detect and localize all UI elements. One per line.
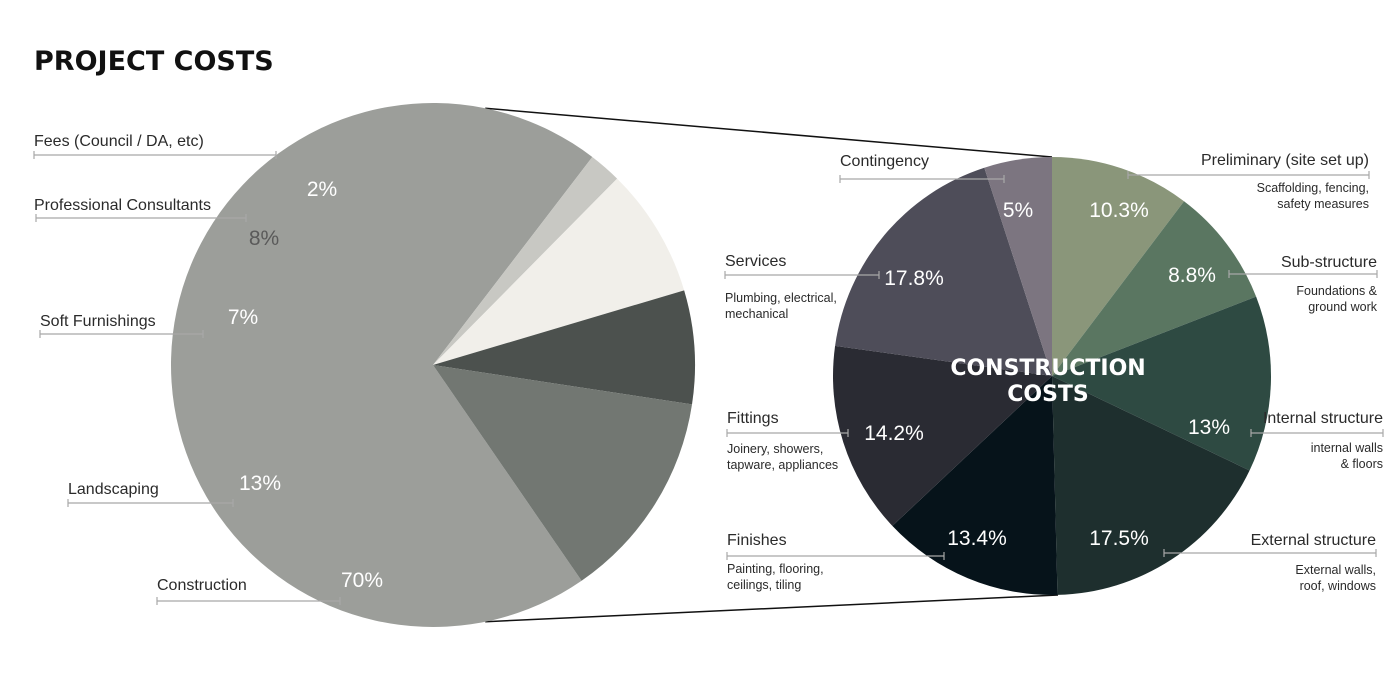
label-finishes: Finishes bbox=[727, 532, 787, 549]
description-sub-structure-2: ground work bbox=[1308, 300, 1378, 314]
label-internal-structure: Internal structure bbox=[1263, 410, 1383, 427]
label-fittings: Fittings bbox=[727, 410, 779, 427]
slice-labels: Construction Fees (Council / DA, etc) Prof… bbox=[33, 133, 1384, 605]
percent-labels: 70% 2% 8% 7% 13% 10.3% 8.8% 13% 17.5% 13.4% 14.2% 1… bbox=[228, 178, 1230, 592]
project-slice-landscaping bbox=[433, 365, 693, 581]
value-label-sub-structure: 8.8% bbox=[1168, 264, 1216, 287]
value-label-services: 17.8% bbox=[884, 267, 944, 290]
label-fees-council-da-etc: Fees (Council / DA, etc) bbox=[34, 133, 204, 150]
value-label-external-structure: 17.5% bbox=[1089, 527, 1149, 550]
center-title-line-2: COSTS bbox=[1007, 382, 1089, 407]
label-professional-consultants: Professional Consultants bbox=[34, 197, 211, 214]
construction-slice-contingency bbox=[984, 157, 1052, 376]
value-label-fees-council-da-etc: 2% bbox=[307, 178, 337, 201]
project-slice-construction bbox=[170, 103, 593, 627]
description-external-structure-1: External walls, bbox=[1295, 563, 1376, 577]
label-external-structure: External structure bbox=[1251, 532, 1376, 549]
value-label-internal-structure: 13% bbox=[1188, 416, 1230, 439]
construction-slice-preliminary-site-set-up bbox=[1052, 157, 1185, 376]
label-soft-furnishings: Soft Furnishings bbox=[40, 313, 156, 330]
project-slice-soft-furnishings bbox=[433, 290, 695, 405]
description-preliminary-site-set-up-1: Scaffolding, fencing, bbox=[1257, 181, 1369, 195]
project-slice-professional-consultants bbox=[433, 178, 685, 365]
zoom-connectors bbox=[485, 107, 1059, 623]
connector-top-line bbox=[485, 107, 1053, 158]
description-internal-structure-1: internal walls bbox=[1311, 441, 1383, 455]
description-external-structure-2: roof, windows bbox=[1300, 579, 1376, 593]
construction-slice-external-structure bbox=[1052, 376, 1250, 595]
value-label-landscaping: 13% bbox=[239, 472, 281, 495]
description-sub-structure-1: Foundations & bbox=[1296, 284, 1377, 298]
label-contingency: Contingency bbox=[840, 153, 929, 170]
label-landscaping: Landscaping bbox=[68, 481, 159, 498]
label-sub-structure: Sub-structure bbox=[1281, 254, 1377, 271]
value-label-finishes: 13.4% bbox=[947, 527, 1007, 550]
description-internal-structure-2: & floors bbox=[1341, 457, 1383, 471]
value-label-professional-consultants: 8% bbox=[249, 227, 279, 250]
center-title-line-1: CONSTRUCTION bbox=[950, 356, 1145, 381]
connector-bottom-line bbox=[485, 594, 1059, 623]
page-title: PROJECT COSTS bbox=[34, 46, 274, 77]
description-services-1: Plumbing, electrical, bbox=[725, 291, 837, 305]
construction-slice-services bbox=[835, 167, 1052, 376]
value-label-soft-furnishings: 7% bbox=[228, 306, 258, 329]
value-label-preliminary-site-set-up: 10.3% bbox=[1089, 199, 1149, 222]
description-preliminary-site-set-up-2: safety measures bbox=[1277, 197, 1369, 211]
project-slice-fees-council-da-etc bbox=[433, 157, 618, 365]
label-services: Services bbox=[725, 253, 786, 270]
construction-slice-internal-structure bbox=[1052, 296, 1271, 471]
value-label-contingency: 5% bbox=[1003, 199, 1033, 222]
description-services-2: mechanical bbox=[725, 307, 788, 321]
construction-slice-sub-structure bbox=[1052, 201, 1257, 376]
label-preliminary-site-set-up: Preliminary (site set up) bbox=[1201, 152, 1369, 169]
description-fittings-2: tapware, appliances bbox=[727, 458, 838, 472]
description-fittings-1: Joinery, showers, bbox=[727, 442, 823, 456]
description-finishes-2: ceilings, tiling bbox=[727, 578, 801, 592]
project-costs-pie bbox=[170, 103, 695, 627]
construction-slice-fittings bbox=[832, 345, 1052, 526]
construction-costs-pie bbox=[832, 157, 1271, 595]
label-construction: Construction bbox=[157, 577, 247, 594]
value-label-fittings: 14.2% bbox=[864, 422, 924, 445]
description-finishes-1: Painting, flooring, bbox=[727, 562, 824, 576]
construction-slice-finishes bbox=[892, 376, 1058, 595]
value-label-construction: 70% bbox=[341, 569, 383, 592]
